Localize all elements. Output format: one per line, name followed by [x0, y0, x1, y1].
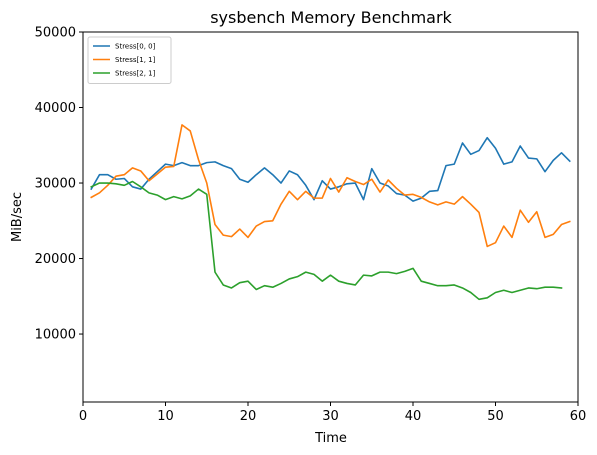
x-tick-label: 50	[487, 409, 504, 424]
y-tick-label: 20000	[35, 252, 76, 267]
x-tick-label: 60	[570, 409, 587, 424]
x-axis-label: Time	[314, 431, 347, 446]
legend: Stress[0, 0] Stress[1, 1] Stress[2, 1]	[87, 36, 172, 84]
legend-box	[87, 36, 172, 84]
x-tick-label: 40	[405, 409, 422, 424]
series-line-0	[90, 136, 571, 202]
x-tick-label: 20	[240, 409, 257, 424]
plot-area: 0 10 20 30 40 50 60 10000 20000 30000 40000 50000	[35, 26, 587, 425]
x-tick-label: 10	[157, 409, 174, 424]
legend-label: Stress[2, 1]	[115, 70, 156, 78]
chart-title: sysbench Memory Benchmark	[210, 8, 452, 27]
legend-label: Stress[1, 1]	[115, 56, 156, 64]
x-tick-label: 0	[79, 409, 87, 424]
series-line-2	[90, 180, 563, 301]
y-tick-label: 40000	[35, 101, 76, 116]
series-line-1	[90, 124, 571, 248]
legend-label: Stress[0, 0]	[115, 43, 156, 51]
y-axis-label: MiB/sec	[10, 192, 25, 242]
y-tick-label: 10000	[35, 328, 76, 343]
y-tick-label: 30000	[35, 177, 76, 192]
x-tick-label: 30	[322, 409, 339, 424]
y-tick-label: 50000	[35, 26, 76, 41]
